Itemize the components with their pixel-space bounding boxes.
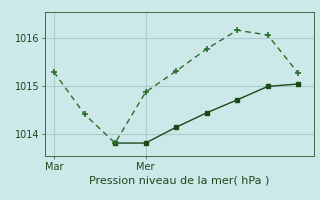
X-axis label: Pression niveau de la mer( hPa ): Pression niveau de la mer( hPa ): [89, 176, 269, 186]
